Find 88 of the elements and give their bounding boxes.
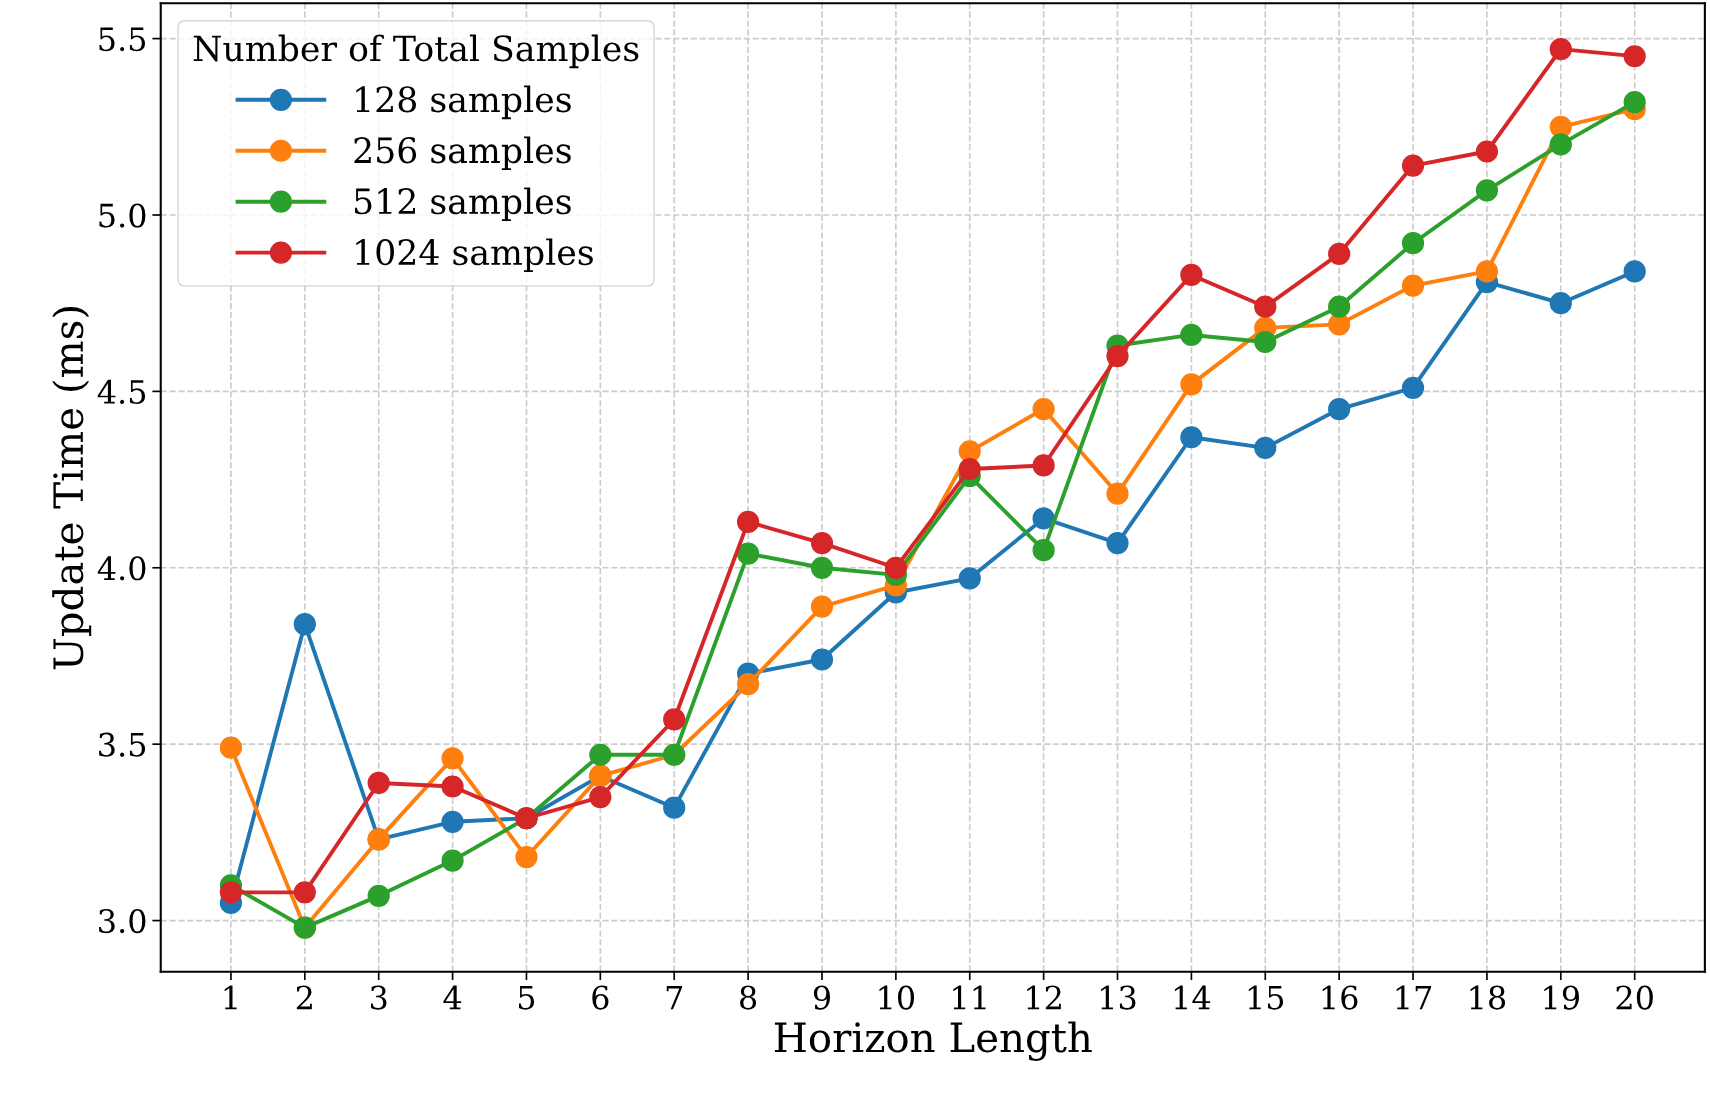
legend-title: Number of Total Samples xyxy=(193,34,639,69)
y-tick-label: 3.0 xyxy=(99,908,146,934)
point xyxy=(958,457,981,481)
point xyxy=(1032,539,1055,562)
point xyxy=(1106,482,1129,505)
point xyxy=(441,849,464,872)
x-axis-title: Horizon Length xyxy=(774,1021,1092,1061)
point xyxy=(810,648,834,671)
point xyxy=(663,708,686,731)
point xyxy=(1328,397,1351,421)
point xyxy=(1549,133,1572,156)
y-tick-label: 4.0 xyxy=(97,556,146,581)
point xyxy=(1549,292,1572,315)
y-tick-label: 4.5 xyxy=(97,379,146,404)
point xyxy=(1549,38,1572,61)
x-tick-label: 15 xyxy=(1248,985,1284,1010)
point xyxy=(958,567,981,590)
point xyxy=(293,613,316,636)
x-tick-label: 20 xyxy=(1616,985,1653,1010)
point xyxy=(219,736,243,759)
point xyxy=(441,775,464,798)
legend-label: 128 samples xyxy=(356,85,571,120)
point xyxy=(663,796,686,819)
point xyxy=(736,673,760,696)
x-tick-label: 10 xyxy=(879,985,915,1010)
point xyxy=(367,771,390,795)
x-tick-label: 11 xyxy=(953,985,986,1010)
x-tick-label: 16 xyxy=(1322,985,1358,1010)
x-tick-label: 19 xyxy=(1544,985,1579,1010)
point xyxy=(1623,260,1646,283)
point xyxy=(1032,454,1055,477)
point xyxy=(1623,90,1646,114)
point xyxy=(1328,242,1351,265)
point xyxy=(1180,323,1203,347)
point xyxy=(1032,507,1055,530)
point xyxy=(810,595,834,618)
point xyxy=(1032,397,1055,421)
point xyxy=(1401,154,1425,177)
point xyxy=(1475,260,1499,283)
point xyxy=(1475,179,1499,202)
point xyxy=(736,542,760,565)
point xyxy=(367,884,390,907)
point xyxy=(736,510,760,534)
point xyxy=(589,785,612,809)
point xyxy=(1106,531,1129,555)
point xyxy=(1254,330,1277,354)
point xyxy=(810,531,834,555)
x-tick-label: 8 xyxy=(740,985,757,1010)
x-tick-label: 18 xyxy=(1470,985,1506,1010)
x-tick-label: 6 xyxy=(592,985,609,1010)
x-tick-label: 1 xyxy=(224,985,237,1010)
legend-label: 256 samples xyxy=(354,136,571,171)
point xyxy=(1180,426,1203,449)
x-tick-label: 13 xyxy=(1101,985,1136,1010)
point xyxy=(589,743,612,766)
x-tick-label: 12 xyxy=(1027,985,1061,1010)
point xyxy=(884,556,907,579)
point xyxy=(1180,373,1203,396)
point xyxy=(1401,376,1425,399)
point xyxy=(1254,436,1277,459)
x-tick-label: 17 xyxy=(1396,985,1432,1010)
point xyxy=(219,881,243,904)
point xyxy=(1254,295,1277,318)
point xyxy=(1328,295,1351,318)
y-tick-label: 5.0 xyxy=(99,203,146,228)
point xyxy=(1623,45,1646,68)
legend-label: 512 samples xyxy=(355,187,571,222)
point xyxy=(441,747,464,770)
point xyxy=(1180,263,1203,287)
x-tick-label: 3 xyxy=(370,985,387,1010)
x-tick-label: 14 xyxy=(1174,985,1211,1010)
point xyxy=(810,556,834,579)
y-tick-label: 3.5 xyxy=(99,732,146,757)
y-axis-title: Update Time (ms) xyxy=(52,307,92,670)
point xyxy=(441,810,464,833)
x-tick-label: 5 xyxy=(519,985,535,1010)
legend-label: 1024 samples xyxy=(356,238,593,273)
x-tick-label: 7 xyxy=(666,985,683,1010)
point xyxy=(1401,274,1425,297)
x-tick-label: 9 xyxy=(813,985,830,1010)
point xyxy=(1475,140,1499,163)
y-tick-label: 5.5 xyxy=(99,27,146,52)
point xyxy=(1106,344,1129,368)
x-tick-label: 4 xyxy=(443,985,462,1010)
point xyxy=(1401,232,1425,255)
x-tick-label: 2 xyxy=(296,985,312,1010)
point xyxy=(293,881,316,904)
point xyxy=(515,845,538,869)
